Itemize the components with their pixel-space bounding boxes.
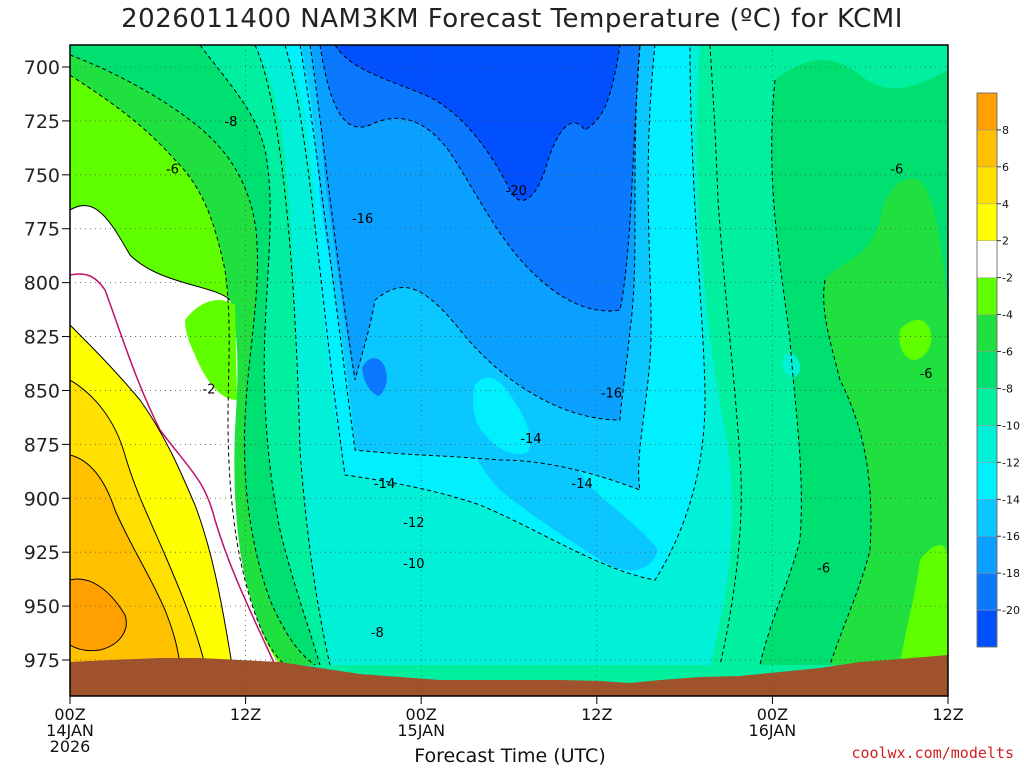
colorbar-label: 8: [1002, 124, 1009, 137]
island-minus4: [185, 300, 237, 400]
x-tick-label: 15JAN: [397, 721, 445, 740]
y-tick-label: 925: [24, 542, 60, 564]
pocket-minus12: [473, 377, 531, 455]
x-axis-title: Forecast Time (UTC): [414, 745, 606, 767]
colorbar-swatch: [976, 462, 998, 500]
colorbar-label: -8: [1002, 382, 1013, 395]
contour-label: -14: [374, 477, 395, 492]
plot-frame: [69, 44, 949, 697]
x-tick-label: 16JAN: [749, 721, 797, 740]
band-plus8-plus10: [70, 579, 127, 651]
colorbar-swatch: [976, 499, 998, 537]
y-tick-label: 850: [24, 380, 60, 402]
colorbar-swatch: [976, 572, 998, 611]
y-tick-label: 975: [24, 650, 60, 672]
x-tick-label: 12Z: [932, 705, 963, 724]
y-tick-label: 950: [24, 596, 60, 618]
colorbar-label: -20: [1002, 604, 1020, 617]
colorbar-label: 4: [1002, 198, 1009, 211]
colorbar-swatch: [976, 314, 998, 352]
colorbar-label: -10: [1002, 419, 1020, 432]
colorbar-swatch: [976, 129, 998, 168]
colorbar-swatch: [976, 425, 998, 463]
colorbar-label: -6: [1002, 346, 1013, 359]
y-tick-label: 775: [24, 219, 60, 241]
contour-label: -12: [403, 516, 424, 531]
colorbar-swatch: [976, 166, 998, 205]
colorbar-swatch: [976, 535, 998, 574]
colorbar-swatch: [976, 277, 998, 315]
contour-label: -8: [224, 115, 237, 130]
x-tick-label: 12Z: [230, 705, 261, 724]
contour-lines: [70, 45, 872, 666]
colorbar-swatch: [976, 351, 998, 389]
contour-label: -6: [920, 367, 933, 382]
y-tick-label: 900: [24, 488, 60, 510]
temperature-field: [70, 45, 948, 696]
contour-label: -2: [203, 382, 216, 397]
right-island-minus6-a: [782, 353, 800, 378]
colorbar-label: -14: [1002, 493, 1020, 506]
chart-title: 2026011400 NAM3KM Forecast Temperature (…: [121, 4, 903, 34]
colorbar-label: 2: [1002, 235, 1009, 248]
credit-link[interactable]: coolwx.com/modelts: [851, 744, 1014, 762]
colorbar-label: -12: [1002, 456, 1020, 469]
y-tick-label: 800: [24, 273, 60, 295]
x-tick-label: 00Z: [54, 705, 85, 724]
axes: 70072575077580082585087590092595097500Z1…: [24, 57, 964, 756]
colorbar-label: 6: [1002, 161, 1009, 174]
contour-label: -6: [817, 561, 830, 576]
x-tick-label: 14JAN: [46, 721, 94, 740]
colorbar-swatch: [976, 240, 998, 278]
y-tick-label: 750: [24, 165, 60, 187]
colorbar-swatch: [976, 92, 998, 131]
contour-labels: -8 -6 -16 -20 -2 -14 -16 -14 -14 -12 -10 -8 -6 -6 -6: [166, 115, 933, 641]
x-tick-label: 12Z: [581, 705, 612, 724]
right-band-minus6-minus4: [823, 179, 948, 665]
contour-label: -6: [166, 162, 179, 177]
surface-terrain: [70, 655, 948, 696]
band-minus22-minus20: [335, 45, 620, 201]
contour-label: -20: [506, 184, 527, 199]
contour-label: -16: [601, 387, 622, 402]
colorbar-label: -18: [1002, 567, 1020, 580]
pocket-minus18: [362, 358, 387, 396]
y-tick-label: 875: [24, 434, 60, 456]
y-tick-label: 725: [24, 111, 60, 133]
colorbar-swatch: [976, 388, 998, 426]
contour-label: -6: [890, 162, 903, 177]
contour-label: -10: [403, 557, 424, 572]
x-tick-label: 2026: [50, 737, 91, 756]
contour-label: -8: [371, 626, 384, 641]
contour-label: -16: [352, 212, 373, 227]
y-tick-label: 700: [24, 57, 60, 79]
colorbar: -20 -18 -16 -14 -12 -10 -8 -6 -4 -2 2 4 6 8: [976, 92, 1020, 648]
y-tick-label: 825: [24, 327, 60, 349]
colorbar-frame: [976, 92, 998, 648]
colorbar-swatch: [976, 203, 998, 241]
right-island-minus4: [899, 319, 932, 360]
colorbar-label: -2: [1002, 272, 1013, 285]
colorbar-swatch: [976, 609, 998, 648]
x-tick-label: 00Z: [406, 705, 437, 724]
right-band-minus4-minus2: [900, 545, 948, 665]
contour-label: -14: [520, 432, 541, 447]
contour-label: -14: [572, 477, 593, 492]
colorbar-label: -16: [1002, 530, 1020, 543]
colorbar-label: -4: [1002, 309, 1013, 322]
x-tick-label: 00Z: [757, 705, 788, 724]
warm-contours: [70, 205, 276, 666]
